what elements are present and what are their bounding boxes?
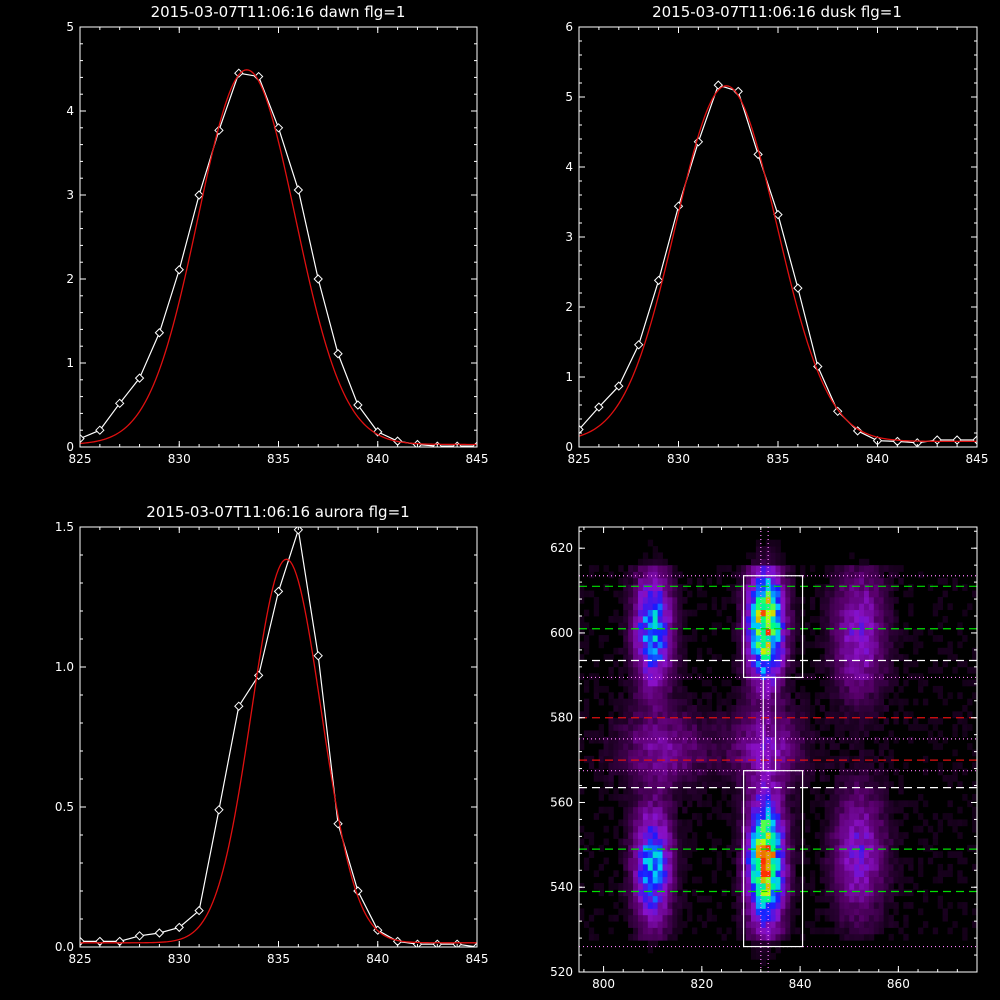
data-point (579, 424, 584, 435)
y-tick-label: 540 (550, 880, 573, 894)
data-point (154, 328, 165, 338)
data-point (174, 922, 184, 933)
data-point (293, 527, 304, 535)
y-tick-label: 620 (550, 541, 573, 555)
panel-dawn: 2015-03-07T11:06:16 dawn flg=1 825 830 835… (66, 3, 488, 466)
data-point (134, 373, 145, 383)
x-tick-label: 840 (789, 977, 812, 991)
x-tick-label: 840 (366, 452, 389, 466)
x-tick-label: 860 (887, 977, 910, 991)
fit-curve (80, 69, 477, 446)
y-tick-label: 6 (565, 20, 573, 34)
data-point (793, 283, 803, 293)
data-point (313, 651, 323, 661)
y-tick-label: 1.5 (55, 520, 74, 534)
x-tick-label: 825 (69, 452, 92, 466)
data-point (333, 349, 343, 359)
data-point (713, 80, 724, 90)
data-point (832, 406, 843, 417)
data-point (234, 701, 244, 711)
x-tick-label: 800 (592, 977, 615, 991)
data-point (293, 185, 304, 195)
x-tick-label: 825 (69, 952, 92, 966)
y-tick-label: 5 (565, 90, 573, 104)
x-tick-label: 840 (366, 952, 389, 966)
x-tick-label: 840 (866, 452, 889, 466)
x-tick-label: 845 (466, 952, 489, 966)
data-point (594, 402, 604, 412)
data-point (353, 400, 363, 410)
data-point (194, 190, 204, 200)
data-point (852, 426, 863, 436)
data-point (273, 123, 284, 133)
y-tick-label: 2 (66, 272, 74, 286)
chart-title: 2015-03-07T11:06:16 dawn flg=1 (151, 3, 406, 21)
data-point (114, 398, 125, 409)
fit-curve (579, 85, 977, 443)
data-point (472, 942, 477, 947)
data-point (174, 265, 184, 275)
x-tick-label: 830 (667, 452, 690, 466)
y-tick-label: 1.0 (55, 660, 74, 674)
x-tick-label: 835 (267, 452, 290, 466)
y-tick-label: 1 (66, 356, 74, 370)
chart-title: 2015-03-07T11:06:16 aurora flg=1 (146, 503, 409, 521)
data-point (80, 433, 85, 444)
chart-title: 2015-03-07T11:06:16 dusk flg=1 (652, 3, 902, 21)
extraction-box (762, 676, 777, 772)
panel-aurora: 2015-03-07T11:06:16 aurora flg=1 825 830 8… (55, 503, 489, 966)
panel-dusk: 2015-03-07T11:06:16 dusk flg=1 825 830 835… (565, 3, 988, 466)
y-tick-label: 5 (66, 20, 74, 34)
panel-spectrogram: 800 820 840 860 520 540 560 580 600 620 (550, 526, 978, 991)
y-tick-label: 560 (550, 795, 573, 809)
fit-curve (80, 558, 477, 944)
data-point (773, 209, 783, 220)
y-tick-label: 3 (565, 230, 573, 244)
x-tick-label: 830 (168, 452, 191, 466)
plot-frame (578, 526, 978, 973)
y-tick-label: 1 (565, 370, 573, 384)
data-point (653, 275, 664, 286)
x-tick-label: 825 (568, 452, 591, 466)
data-point (134, 931, 145, 941)
data-point (614, 381, 624, 391)
x-tick-label: 845 (466, 452, 489, 466)
y-tick-label: 600 (550, 626, 573, 640)
x-tick-label: 820 (690, 977, 713, 991)
y-tick-label: 580 (550, 711, 573, 725)
y-tick-label: 520 (550, 965, 573, 979)
y-tick-label: 0.0 (55, 940, 74, 954)
x-tick-label: 835 (767, 452, 790, 466)
y-tick-label: 0 (565, 440, 573, 454)
y-tick-label: 0.5 (55, 800, 74, 814)
y-tick-label: 3 (66, 188, 74, 202)
data-point (313, 274, 323, 284)
y-tick-label: 4 (565, 160, 573, 174)
y-tick-label: 0 (66, 440, 74, 454)
x-tick-label: 835 (267, 952, 290, 966)
y-tick-label: 2 (565, 300, 573, 314)
data-point (95, 425, 105, 435)
data-point (633, 340, 644, 350)
data-point (273, 586, 284, 597)
x-tick-label: 830 (168, 952, 191, 966)
y-tick-label: 4 (66, 104, 74, 118)
data-point (214, 805, 224, 815)
data-point (154, 928, 165, 938)
data-point (194, 905, 204, 916)
x-tick-label: 845 (966, 452, 989, 466)
